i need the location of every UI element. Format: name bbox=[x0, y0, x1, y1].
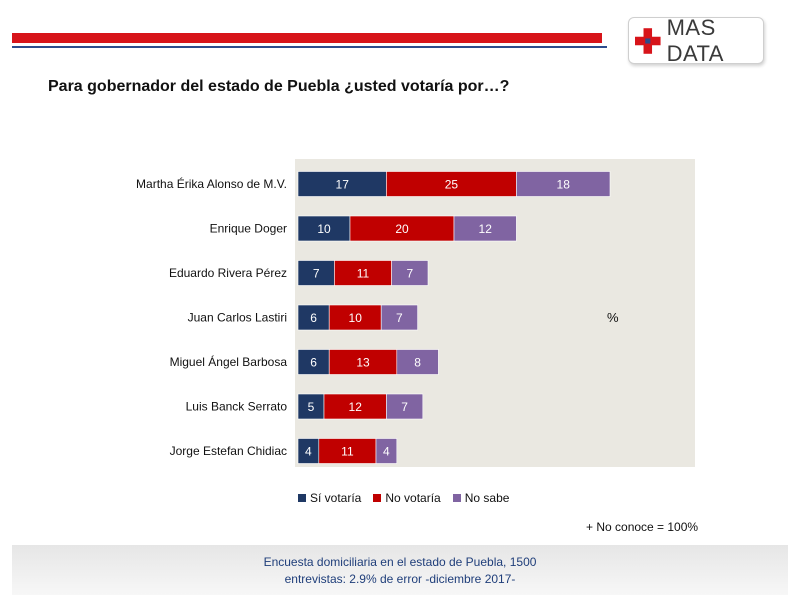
data-label: 4 bbox=[383, 445, 390, 459]
bar-segment bbox=[328, 349, 398, 375]
bar-segment bbox=[297, 393, 325, 420]
bar-segment bbox=[328, 304, 382, 331]
data-label: 18 bbox=[557, 178, 571, 192]
category-label: Eduardo Rivera Pérez bbox=[169, 266, 287, 280]
category-label: Jorge Estefan Chidiac bbox=[170, 444, 287, 458]
bar-segment bbox=[380, 304, 418, 331]
bar-segment bbox=[297, 260, 335, 286]
data-label: 10 bbox=[317, 222, 331, 236]
bar-segment bbox=[391, 260, 429, 286]
bar-segment bbox=[375, 438, 398, 464]
legend-swatch bbox=[452, 494, 461, 502]
bar-segment bbox=[516, 171, 611, 197]
bar-segment bbox=[323, 393, 387, 420]
data-label: 25 bbox=[445, 178, 459, 192]
footer-line-2: entrevistas: 2.9% de error -diciembre 20… bbox=[284, 572, 516, 586]
data-label: 11 bbox=[341, 445, 354, 459]
legend-item: Sí votaría bbox=[298, 491, 361, 505]
category-label: Enrique Doger bbox=[210, 222, 287, 236]
data-label: 10 bbox=[349, 311, 363, 325]
category-label: Juan Carlos Lastiri bbox=[188, 311, 287, 325]
data-label: 8 bbox=[414, 356, 421, 370]
data-label: 6 bbox=[310, 356, 317, 370]
data-label: 17 bbox=[336, 178, 350, 192]
footer-line-1: Encuesta domiciliaria en el estado de Pu… bbox=[263, 555, 537, 569]
category-label: Miguel Ángel Barbosa bbox=[170, 354, 288, 369]
data-label: 12 bbox=[349, 400, 363, 414]
category-label: Martha Érika Alonso de M.V. bbox=[136, 176, 287, 191]
data-label: 11 bbox=[357, 267, 370, 281]
data-label: 7 bbox=[401, 400, 408, 414]
data-label: 20 bbox=[395, 222, 409, 236]
chart-note: + No conoce = 100% bbox=[586, 520, 699, 534]
bar-segment bbox=[297, 215, 351, 242]
bar-segment bbox=[297, 349, 330, 375]
data-label: 7 bbox=[313, 267, 320, 281]
legend-item: No votaría bbox=[373, 491, 441, 505]
footer: Encuesta domiciliaria en el estado de Pu… bbox=[12, 545, 788, 595]
data-label: 5 bbox=[308, 400, 315, 414]
brand-name: MAS DATA bbox=[666, 14, 724, 66]
data-label: 7 bbox=[396, 311, 403, 325]
legend-label: No sabe bbox=[464, 491, 510, 505]
chart-legend: Sí votaría No votaría No sabe bbox=[298, 491, 521, 505]
brand-logo: MAS DATA bbox=[628, 14, 764, 66]
data-label: 7 bbox=[406, 267, 413, 281]
unit-label: % bbox=[607, 310, 619, 325]
bar-segment bbox=[386, 393, 424, 420]
legend-label: Sí votaría bbox=[310, 491, 362, 505]
data-label: 12 bbox=[479, 222, 493, 236]
legend-swatch bbox=[298, 494, 306, 502]
bar-segment bbox=[396, 349, 439, 375]
header-red-bar bbox=[12, 33, 602, 43]
bar-segment bbox=[453, 215, 517, 242]
legend-label: No votaría bbox=[385, 491, 441, 505]
data-label: 6 bbox=[310, 311, 317, 325]
chart-title: Para gobernador del estado de Puebla ¿us… bbox=[48, 78, 510, 95]
legend-swatch bbox=[373, 494, 382, 502]
bar-segment bbox=[297, 304, 330, 331]
bar-segment bbox=[349, 215, 455, 242]
category-label: Luis Banck Serrato bbox=[186, 400, 288, 414]
data-label: 13 bbox=[356, 356, 370, 370]
bar-segment bbox=[318, 438, 377, 464]
data-label: 4 bbox=[305, 445, 312, 459]
legend-item: No sabe bbox=[452, 491, 510, 505]
medical-cross-icon bbox=[635, 27, 661, 54]
header-blue-line bbox=[12, 46, 607, 48]
